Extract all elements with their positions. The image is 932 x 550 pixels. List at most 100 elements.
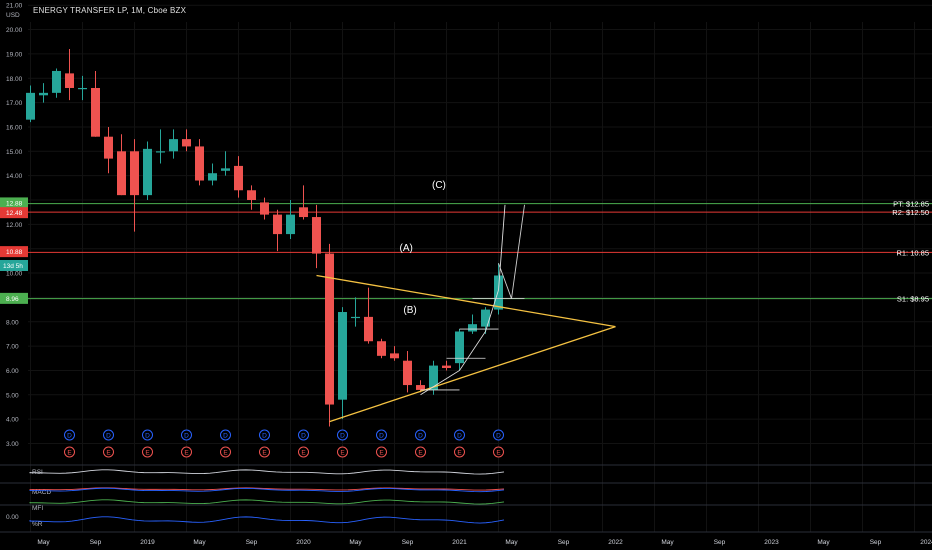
candle-2020-05[interactable] (351, 316, 360, 319)
candle-2018-05[interactable] (39, 92, 48, 96)
candle-2019-03[interactable] (169, 139, 178, 152)
candle-2020-06[interactable] (364, 316, 373, 342)
marker-letter: D (106, 432, 111, 439)
x-tick-label: Sep (246, 539, 258, 546)
candle-2019-01[interactable] (143, 148, 152, 196)
candle-2020-07[interactable] (377, 341, 386, 356)
marker-letter: D (184, 432, 189, 439)
candle-2019-12[interactable] (286, 214, 295, 235)
marker-letter: D (262, 432, 267, 439)
y-tick-label: 6.00 (6, 368, 19, 375)
candle-2018-12[interactable] (130, 151, 139, 196)
candle-2019-10[interactable] (260, 202, 269, 215)
candle-2020-01[interactable] (299, 207, 308, 218)
dividend-earnings-markers[interactable]: D E D E D E D E D E D E D E D E D E D E D E D E (64, 429, 504, 458)
marker-letter: E (340, 449, 345, 456)
candlestick-series[interactable] (26, 49, 503, 427)
dividend-marker[interactable] (259, 429, 270, 441)
candle-2019-04[interactable] (182, 139, 191, 147)
candle-2019-05[interactable] (195, 146, 204, 181)
candle-2020-08[interactable] (390, 353, 399, 359)
marker-letter: D (496, 432, 501, 439)
dividend-marker[interactable] (181, 429, 192, 441)
dividend-marker[interactable] (103, 429, 114, 441)
earnings-marker[interactable] (181, 446, 192, 458)
candle-2021-02[interactable] (468, 324, 477, 332)
marker-letter: D (379, 432, 384, 439)
marker-letter: D (223, 432, 228, 439)
candle-2019-07[interactable] (221, 168, 230, 171)
earnings-marker[interactable] (454, 446, 465, 458)
marker-letter: E (223, 449, 228, 456)
dividend-marker[interactable] (142, 429, 153, 441)
wave-label: (A) (400, 243, 413, 254)
triangle-upper-trendline[interactable] (316, 274, 616, 328)
candle-2018-08[interactable] (78, 87, 87, 90)
candle-2019-09[interactable] (247, 190, 256, 200)
dividend-marker[interactable] (220, 429, 231, 441)
earnings-marker[interactable] (415, 446, 426, 458)
marker-letter: D (145, 432, 150, 439)
indicator-label-pctr: %R (32, 521, 43, 528)
support-resistance-levels[interactable]: 12.88 PT: $12.85 12.48 R2: $12.50 10.88 R1: 1… (0, 197, 932, 304)
y-tick-label: 20.00 (6, 27, 23, 34)
candle-2020-12[interactable] (442, 365, 451, 369)
candle-2021-04[interactable] (494, 275, 503, 310)
dividend-marker[interactable] (454, 429, 465, 441)
drawing-annotations[interactable]: (A) (B) (C) (316, 180, 616, 423)
candle-2018-07[interactable] (65, 73, 74, 88)
price-badge (0, 197, 28, 209)
candle-2020-09[interactable] (403, 360, 412, 386)
candle-2021-01[interactable] (455, 331, 464, 364)
candle-2018-04[interactable] (26, 92, 35, 120)
projection-path[interactable] (498, 204, 525, 299)
candle-2018-11[interactable] (117, 151, 126, 196)
candle-2020-04[interactable] (338, 312, 347, 400)
dividend-marker[interactable] (493, 429, 504, 441)
candle-2019-08[interactable] (234, 165, 243, 191)
earnings-marker[interactable] (259, 446, 270, 458)
marker-letter: D (301, 432, 306, 439)
marker-letter: E (262, 449, 267, 456)
x-tick-label: 2024 (920, 539, 932, 546)
candle-2018-09[interactable] (91, 87, 100, 137)
candle-2018-10[interactable] (104, 136, 113, 159)
earnings-marker[interactable] (376, 446, 387, 458)
candle-2019-02[interactable] (156, 151, 165, 153)
dividend-marker[interactable] (64, 429, 75, 441)
candle-2020-11[interactable] (429, 365, 438, 390)
x-tick-label: Sep (402, 539, 414, 546)
y-tick-label: 8.00 (6, 319, 19, 326)
dividend-marker[interactable] (376, 429, 387, 441)
candle-2019-06[interactable] (208, 173, 217, 181)
time-axis[interactable]: May Sep 2019 May Sep 2020 May Sep 2021 May Sep 2022… (0, 531, 932, 546)
earnings-marker[interactable] (64, 446, 75, 458)
earnings-marker[interactable] (142, 446, 153, 458)
triangle-lower-trendline[interactable] (329, 326, 616, 423)
grid (28, 4, 932, 532)
x-tick-label: 2022 (608, 539, 623, 546)
earnings-marker[interactable] (298, 446, 309, 458)
level-label-r2: R2: $12.50 (892, 208, 929, 217)
candle-2020-10[interactable] (416, 385, 425, 390)
candle-2018-06[interactable] (52, 70, 61, 93)
candle-2020-03[interactable] (325, 253, 334, 405)
earnings-marker[interactable] (493, 446, 504, 458)
dividend-marker[interactable] (337, 429, 348, 441)
y-tick-label: 18.00 (6, 76, 23, 83)
dividend-marker[interactable] (415, 429, 426, 441)
earnings-marker[interactable] (103, 446, 114, 458)
x-tick-label: May (817, 539, 830, 546)
indicator-label-macd: MACD (32, 489, 51, 496)
price-badge-label: 10.88 (6, 249, 23, 256)
countdown-badge (0, 259, 28, 271)
dividend-marker[interactable] (298, 429, 309, 441)
candle-2020-02[interactable] (312, 217, 321, 254)
candle-2019-11[interactable] (273, 214, 282, 235)
candle-2021-03[interactable] (481, 309, 490, 327)
earnings-marker[interactable] (337, 446, 348, 458)
earnings-marker[interactable] (220, 446, 231, 458)
